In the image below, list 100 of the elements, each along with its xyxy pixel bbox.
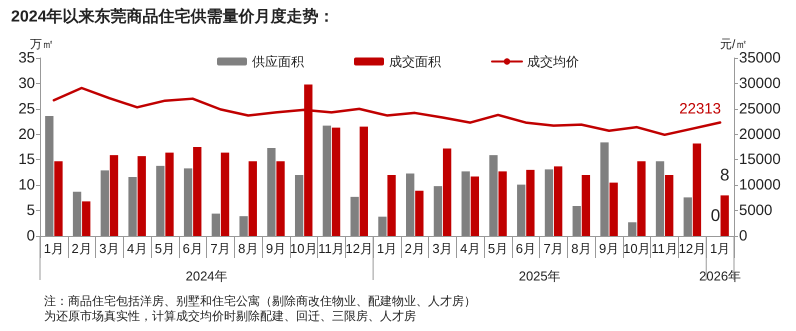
bar bbox=[267, 148, 276, 236]
x-tick-label: 8月 bbox=[571, 241, 592, 256]
bar bbox=[498, 171, 507, 236]
y-tick-label: 0 bbox=[26, 228, 35, 244]
bar bbox=[165, 152, 174, 236]
x-tick-label: 6月 bbox=[182, 241, 203, 256]
bar bbox=[82, 201, 90, 236]
bar bbox=[212, 214, 220, 236]
x-tick-label: 1月 bbox=[44, 241, 64, 256]
bar bbox=[489, 155, 498, 236]
y2-tick-label: 5000 bbox=[739, 202, 772, 220]
x-tick-label: 4月 bbox=[127, 241, 148, 256]
legend-label: 成交均价 bbox=[527, 54, 579, 69]
bar bbox=[332, 128, 340, 236]
x-tick-label: 7月 bbox=[210, 241, 231, 256]
bar bbox=[628, 222, 636, 236]
y-tick-label: 5 bbox=[26, 202, 35, 220]
x-tick-label: 9月 bbox=[598, 241, 620, 256]
bar bbox=[128, 177, 137, 236]
bar bbox=[609, 182, 618, 236]
data-label: 22313 bbox=[679, 100, 721, 118]
bar bbox=[294, 174, 304, 236]
bar bbox=[184, 168, 192, 236]
y-tick-label: 30 bbox=[18, 74, 35, 92]
x-tick-label: 2月 bbox=[404, 241, 425, 256]
bar bbox=[239, 216, 248, 236]
x-tick-label: 11月 bbox=[651, 241, 678, 256]
y2-tick-label: 30000 bbox=[739, 74, 781, 92]
x-tick-label: 4月 bbox=[460, 241, 480, 256]
y2-tick-label: 35000 bbox=[739, 50, 781, 66]
x-tick-label: 9月 bbox=[266, 241, 286, 256]
bar bbox=[544, 169, 554, 236]
x-tick-label: 12月 bbox=[678, 241, 706, 256]
chart-title: 2024年以来东莞商品住宅供需量价月度走势： bbox=[11, 6, 335, 26]
text: 2024年 bbox=[186, 268, 228, 284]
x-tick-label: 3月 bbox=[432, 241, 453, 256]
y-tick-label: 35 bbox=[18, 50, 35, 66]
y-tick-label: 20 bbox=[18, 126, 35, 143]
bar bbox=[582, 174, 590, 236]
x-tick-label: 10月 bbox=[290, 241, 318, 256]
x-tick-label: 11月 bbox=[318, 241, 345, 256]
bar bbox=[442, 148, 452, 236]
bar bbox=[387, 174, 396, 236]
bar bbox=[572, 206, 581, 236]
bar bbox=[406, 173, 414, 236]
x-tick-label: 1月 bbox=[710, 241, 730, 256]
text: 为还原市场真实性，计算成交均价时剔除配建、回迁、三限房、人才房 bbox=[44, 309, 416, 323]
bar bbox=[110, 155, 118, 236]
bar bbox=[415, 190, 424, 236]
x-tick-label: 6月 bbox=[516, 241, 536, 256]
bar bbox=[462, 171, 470, 236]
y2-tick-label: 15000 bbox=[739, 151, 781, 168]
x-tick-label: 2月 bbox=[72, 241, 92, 256]
y-axis-title: 万㎡ bbox=[30, 37, 54, 51]
bar bbox=[517, 184, 526, 236]
x-tick-label: 8月 bbox=[238, 241, 258, 256]
y2-tick-label: 10000 bbox=[739, 176, 781, 194]
bar bbox=[554, 166, 562, 236]
bar bbox=[526, 170, 535, 236]
bar bbox=[276, 161, 285, 236]
bar bbox=[470, 176, 480, 236]
bar bbox=[45, 116, 54, 236]
bar bbox=[248, 161, 257, 236]
data-label: 8 bbox=[720, 165, 730, 184]
y2-tick-label: 25000 bbox=[739, 100, 781, 118]
bar bbox=[637, 161, 646, 236]
x-tick-label: 10月 bbox=[623, 241, 651, 256]
x-tick-label: 12月 bbox=[346, 241, 373, 256]
bar bbox=[322, 126, 332, 236]
bar bbox=[692, 143, 702, 236]
bar bbox=[54, 161, 63, 236]
y-tick-label: 10 bbox=[18, 176, 35, 194]
bar bbox=[656, 161, 664, 236]
bar bbox=[720, 195, 729, 236]
x-tick-label: 1月 bbox=[376, 241, 398, 256]
bar bbox=[684, 197, 692, 236]
bar bbox=[378, 216, 387, 236]
y2-axis-title: 元/㎡ bbox=[720, 37, 748, 51]
bar bbox=[193, 147, 202, 236]
y2-tick-label: 0 bbox=[739, 228, 748, 244]
bar bbox=[350, 196, 359, 236]
x-tick-label: 5月 bbox=[154, 241, 176, 256]
text: 注：商品住宅包括洋房、别墅和住宅公寓（剔除商改住物业、配建物业、人才房） bbox=[44, 294, 476, 308]
bar bbox=[156, 166, 165, 236]
bar bbox=[434, 186, 442, 236]
legend-label: 供应面积 bbox=[252, 54, 304, 69]
bar bbox=[600, 142, 609, 236]
bar bbox=[665, 174, 674, 236]
bar bbox=[138, 156, 146, 236]
legend-label: 成交面积 bbox=[389, 54, 441, 69]
x-tick-label: 5月 bbox=[488, 241, 508, 256]
bar bbox=[100, 170, 109, 236]
x-tick-label: 3月 bbox=[99, 241, 120, 256]
y-tick-label: 25 bbox=[18, 100, 35, 118]
bar bbox=[360, 126, 368, 236]
bar bbox=[72, 192, 82, 236]
bar bbox=[220, 152, 230, 236]
y2-tick-label: 20000 bbox=[739, 126, 781, 143]
data-label: 0 bbox=[710, 206, 720, 225]
x-tick-label: 7月 bbox=[543, 241, 564, 256]
